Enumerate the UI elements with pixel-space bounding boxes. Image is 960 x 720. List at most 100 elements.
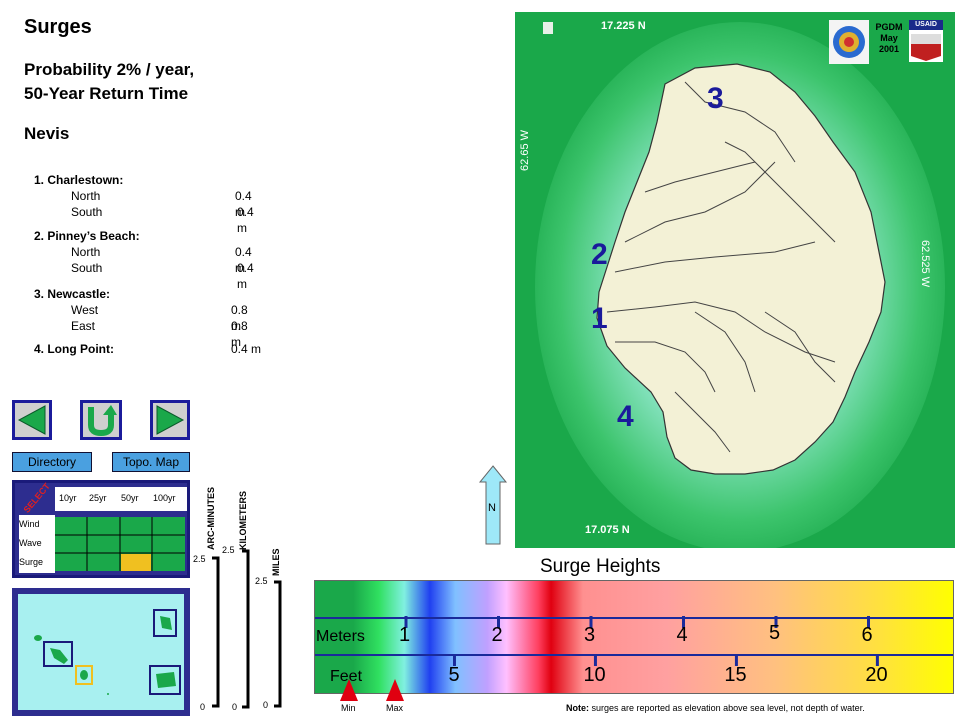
arc-minutes-bottom: 0 <box>200 702 206 712</box>
max-label: Max <box>386 703 404 713</box>
direction-label: North <box>71 189 101 203</box>
max-marker-icon <box>386 679 404 701</box>
feet-value: 15 <box>724 664 747 686</box>
map-graphic <box>515 12 955 552</box>
east-longitude: 62.525 W <box>919 240 931 288</box>
logo-text-2: May <box>880 33 898 43</box>
row-wave: Wave <box>19 538 42 548</box>
location-name: 1. Charlestown: <box>34 173 124 187</box>
return-button[interactable] <box>80 400 122 440</box>
surge-value: 0.4 m <box>231 342 262 356</box>
selector-header: 10yr 25yr 50yr 100yr <box>55 487 187 511</box>
legend-gradient <box>315 581 953 693</box>
surge-value: 0.4 m <box>235 245 252 275</box>
kilometers-bottom: 0 <box>232 702 238 712</box>
topo-map-button[interactable]: Topo. Map <box>112 452 190 472</box>
kilometers-bar <box>242 549 250 709</box>
arc-minutes-bar <box>212 556 220 708</box>
selector-cells[interactable] <box>55 517 185 571</box>
u-turn-icon <box>88 405 117 437</box>
directory-button[interactable]: Directory <box>12 452 92 472</box>
legend-note: Note: surges are reported as elevation a… <box>566 703 865 713</box>
column-10yr[interactable]: 10yr <box>59 493 77 503</box>
surge-value: 0.8 m <box>231 319 248 349</box>
pgdm-logo-text: PGDM May 2001 <box>871 22 907 55</box>
column-50yr[interactable]: 50yr <box>121 493 139 503</box>
marker-4[interactable]: 4 <box>617 400 634 433</box>
location-newcastle: 3. Newcastle: West 0.8 m East 0.8 m <box>34 286 248 349</box>
selector-grid <box>55 517 185 571</box>
marker-3[interactable]: 3 <box>707 82 724 115</box>
column-100yr[interactable]: 100yr <box>153 493 176 503</box>
locator-sea <box>18 594 184 710</box>
direction-label: North <box>71 245 101 259</box>
current-island-marker <box>75 665 93 685</box>
page-subtitle: Probability 2% / year, 50-Year Return Ti… <box>24 58 284 106</box>
legend-title: Surge Heights <box>540 556 661 577</box>
usaid-handshake-icon <box>911 34 941 61</box>
min-label: Min <box>341 703 356 713</box>
subtitle-line-2: 50-Year Return Time <box>24 84 189 103</box>
surge-value: 0.8 m <box>231 303 248 333</box>
kilometers-label: KILOMETERS <box>238 490 248 550</box>
miles-top: 2.5 <box>255 576 268 586</box>
location-pinneys-beach: 2. Pinney’s Beach: North 0.4 m South 0.4 m <box>34 228 254 291</box>
back-button[interactable] <box>12 400 52 440</box>
marker-1[interactable]: 1 <box>591 302 608 335</box>
logo-text-3: 2001 <box>878 44 900 54</box>
surge-value: 0.4 m <box>237 205 254 235</box>
hazard-selector: SELECT 10yr 25yr 50yr 100yr Wind Wave Su… <box>12 480 190 578</box>
marker-2[interactable]: 2 <box>591 238 608 271</box>
feet-label: Feet <box>330 668 363 685</box>
arc-minutes-top: 2.5 <box>193 554 206 564</box>
column-25yr[interactable]: 25yr <box>89 493 107 503</box>
surge-height-legend <box>314 580 954 694</box>
legend-ticks <box>404 616 879 666</box>
forward-button[interactable] <box>150 400 190 440</box>
select-label: SELECT <box>21 481 53 515</box>
oas-seal-logo <box>829 20 869 64</box>
location-charlestown: 1. Charlestown: North 0.4 m South 0.4 m <box>34 172 254 235</box>
north-arrow <box>478 465 508 545</box>
direction-label: South <box>71 205 103 219</box>
miles-bar <box>274 580 282 708</box>
oas-seal-icon <box>833 26 865 58</box>
note-text: surges are reported as elevation above s… <box>591 703 865 713</box>
selected-cell[interactable] <box>121 554 151 571</box>
meter-value: 6 <box>861 624 873 646</box>
note-bold: Note: <box>566 703 589 713</box>
subtitle-line-1: Probability 2% / year, <box>24 60 195 79</box>
meter-value: 5 <box>769 622 781 644</box>
min-marker-icon <box>340 679 358 701</box>
logo-text-1: PGDM <box>875 22 903 32</box>
feet-value: 20 <box>865 664 888 686</box>
miles-label: MILES <box>271 548 281 576</box>
usaid-logo: USAID <box>909 20 943 62</box>
meter-value: 1 <box>399 624 411 646</box>
selector-row-labels: Wind Wave Surge <box>19 515 55 573</box>
surge-value: 0.4 m <box>235 189 252 219</box>
south-latitude: 17.075 N <box>585 524 630 536</box>
direction-label: West <box>71 303 99 317</box>
meter-value: 4 <box>676 624 688 646</box>
feet-value: 5 <box>448 664 460 686</box>
island-name: Nevis <box>24 124 70 143</box>
feet-value: 10 <box>583 664 606 686</box>
nevis-island <box>596 63 886 475</box>
north-arrow-label: N <box>488 502 496 514</box>
usaid-label: USAID <box>909 20 943 30</box>
surge-map[interactable]: 17.225 N 17.075 N 62.65 W 62.525 W 1 2 3… <box>515 12 955 552</box>
locator-map <box>12 588 190 716</box>
meters-label: Meters <box>316 628 365 645</box>
arc-minutes-label: ARC-MINUTES <box>206 487 216 550</box>
meter-value: 3 <box>584 624 596 646</box>
row-surge: Surge <box>19 557 44 567</box>
arrow-right-icon <box>156 405 185 435</box>
row-wind: Wind <box>19 519 40 529</box>
meter-value: 2 <box>491 624 503 646</box>
direction-label: East <box>71 319 96 333</box>
miles-bottom: 0 <box>263 700 269 710</box>
location-name: 3. Newcastle: <box>34 287 111 301</box>
west-longitude: 62.65 W <box>519 130 531 171</box>
locator-islands[interactable] <box>18 594 184 710</box>
